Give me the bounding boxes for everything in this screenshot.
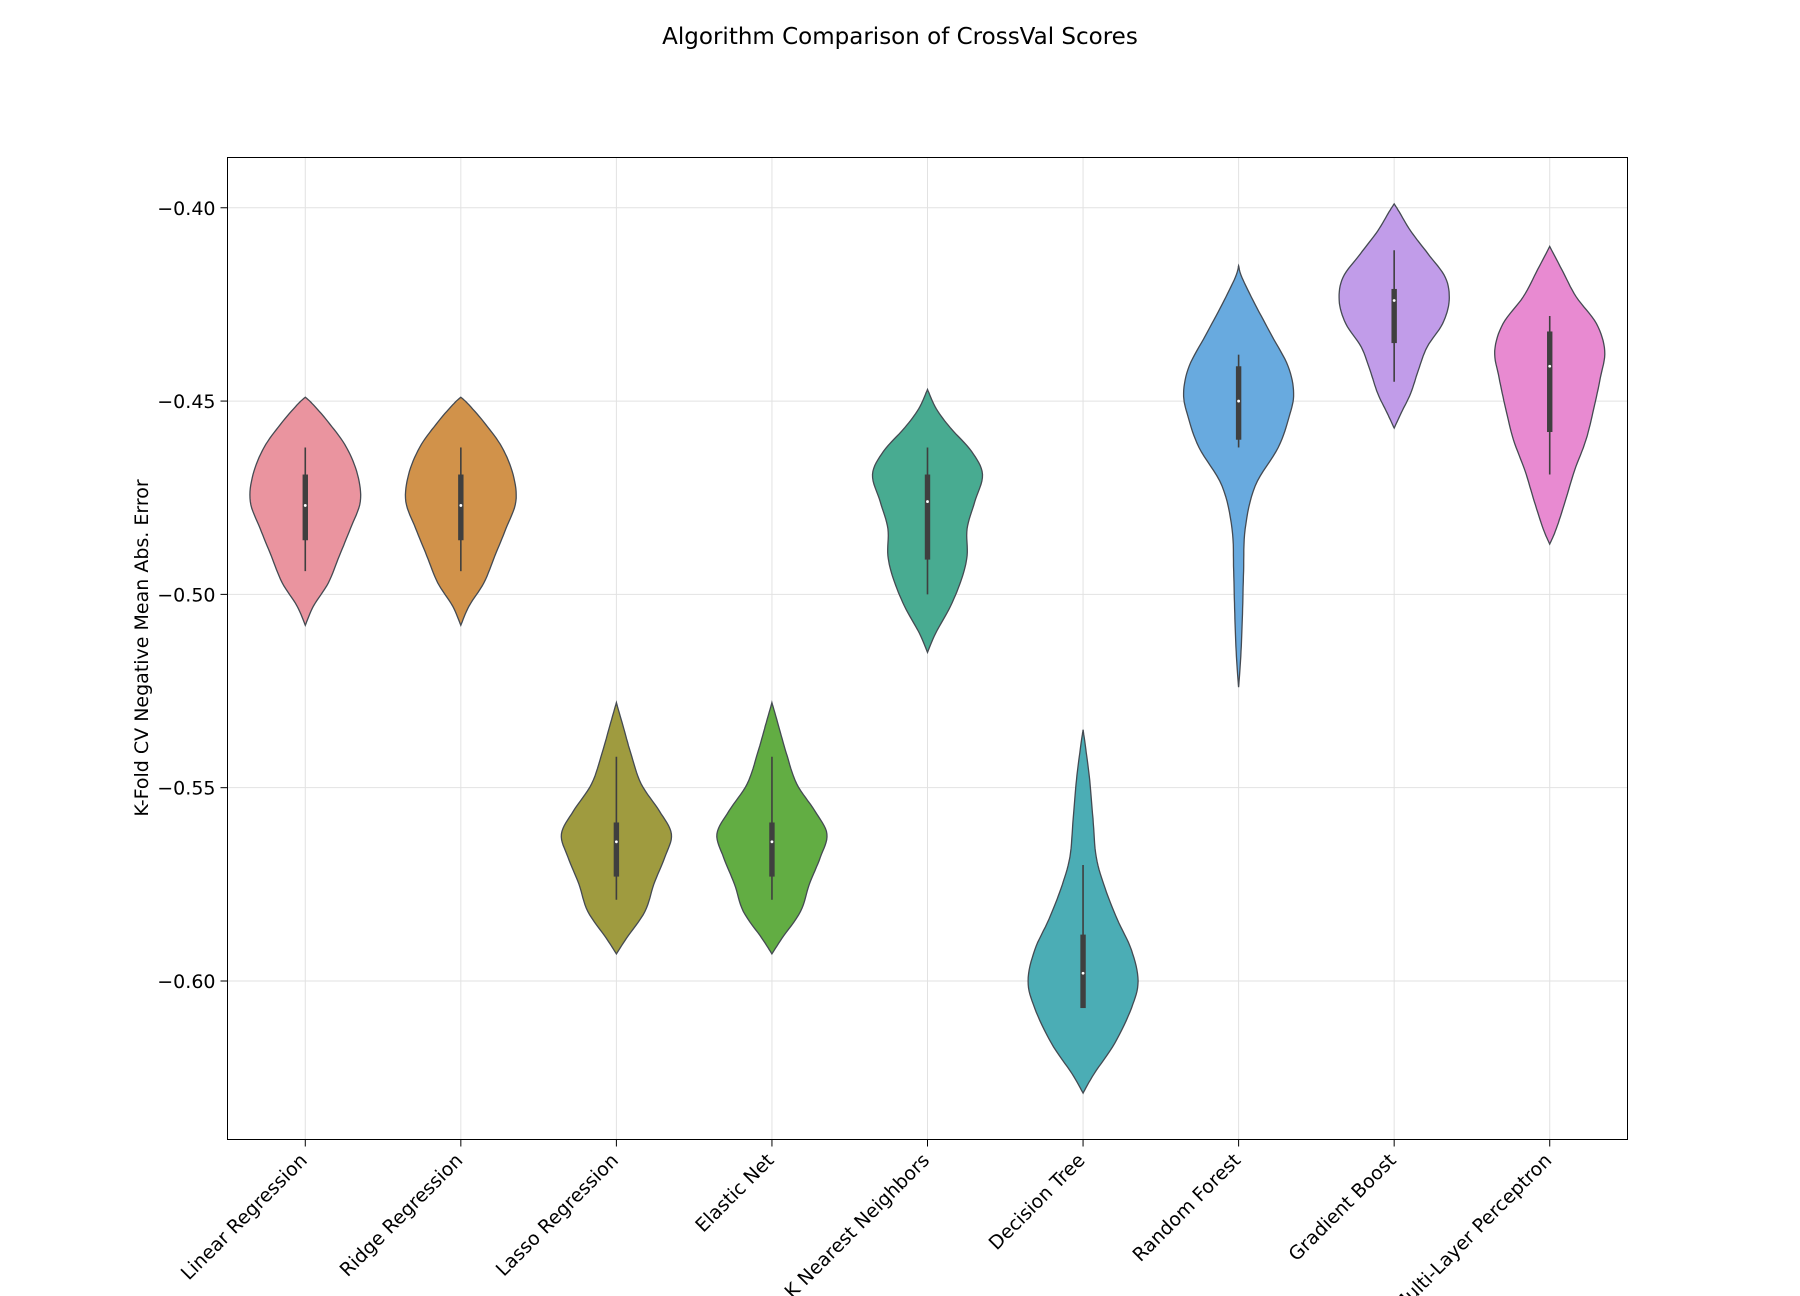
median-point-random-forest [1237, 399, 1241, 403]
y-tick-label: −0.60 [157, 971, 215, 993]
y-tick-label: −0.55 [157, 778, 215, 800]
iqr-box-gradient-boost [1391, 288, 1397, 344]
median-point-elastic-net [770, 840, 774, 844]
iqr-box-lasso-regression [613, 822, 620, 877]
iqr-box-random-forest [1235, 366, 1242, 440]
box-layer [302, 250, 1553, 1009]
iqr-box-linear-regression [302, 474, 308, 541]
median-point-ridge-regression [459, 504, 463, 507]
iqr-box-decision-tree [1080, 934, 1086, 1009]
median-point-linear-regression [303, 504, 307, 507]
iqr-box-elastic-net [769, 822, 775, 877]
iqr-box-k-nearest-neighbors [924, 474, 931, 560]
y-tick-label: −0.45 [157, 391, 215, 413]
median-point-decision-tree [1081, 971, 1085, 975]
iqr-box-multi-layer-perceptron [1547, 331, 1553, 432]
chart-title: Algorithm Comparison of CrossVal Scores [662, 24, 1138, 50]
median-point-k-nearest-neighbors [926, 500, 929, 503]
violin-random-forest [1182, 263, 1295, 688]
iqr-box-ridge-regression [458, 474, 464, 541]
median-point-lasso-regression [614, 840, 618, 844]
median-point-multi-layer-perceptron [1548, 364, 1552, 368]
y-tick-label: −0.40 [157, 198, 215, 220]
y-tick-label: −0.50 [157, 584, 215, 606]
y-axis: −0.40 −0.45 −0.50 −0.55 −0.60 [157, 198, 228, 993]
y-axis-label: K-Fold CV Negative Mean Abs. Error [131, 479, 153, 817]
median-point-gradient-boost [1392, 299, 1396, 302]
